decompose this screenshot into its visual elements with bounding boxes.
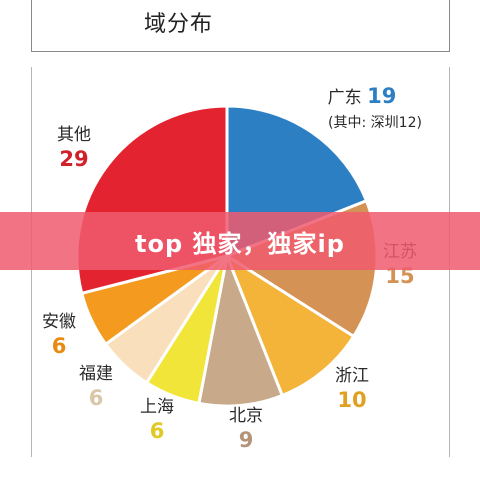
slice-value: 29 (59, 147, 88, 171)
slice-label: 广东 19 (328, 84, 397, 108)
slice-sub-label: (其中: 深圳12) (328, 115, 422, 131)
slice-label: 其他 (57, 125, 91, 145)
slice-value: 6 (89, 386, 104, 410)
pie-slice (225, 254, 356, 397)
overlay-text: top 独家，独家ip (135, 229, 345, 258)
pie-slice (197, 254, 284, 408)
page-title: 域分布 (144, 12, 214, 37)
slice-value: 6 (52, 334, 67, 358)
slice-label: 北京 (229, 406, 263, 426)
overlay-banner: top 独家，独家ip (0, 212, 480, 270)
slice-label: 安徽 (42, 312, 76, 332)
slice-label: 上海 (140, 397, 174, 417)
slice-value: 9 (239, 428, 254, 452)
slice-value: 6 (150, 419, 165, 443)
slice-label: 浙江 (335, 366, 369, 386)
title-frame: 域分布 (31, 0, 450, 52)
slice-label: 福建 (79, 364, 113, 384)
slice-value: 10 (337, 388, 366, 412)
